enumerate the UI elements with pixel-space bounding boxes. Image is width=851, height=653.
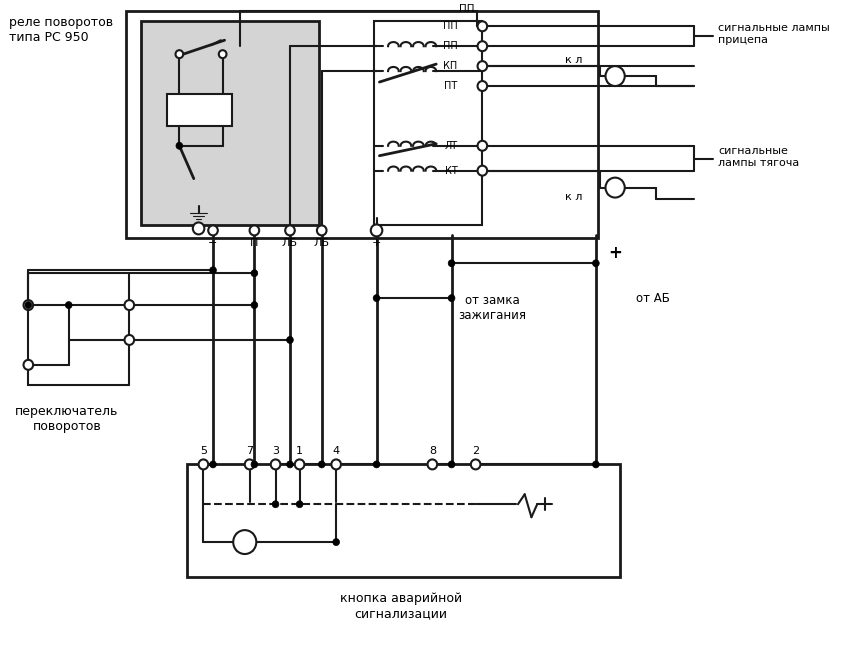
Circle shape: [24, 300, 33, 310]
Text: КП: КП: [443, 61, 457, 71]
Text: −: −: [193, 222, 204, 235]
Circle shape: [209, 267, 216, 274]
Text: сигнальные лампы
прицепа: сигнальные лампы прицепа: [718, 24, 830, 45]
Text: 4: 4: [333, 447, 340, 456]
Text: ПТ: ПТ: [444, 81, 457, 91]
Circle shape: [272, 501, 279, 508]
Text: от замка
зажигания: от замка зажигания: [458, 294, 526, 322]
Circle shape: [208, 225, 218, 235]
Bar: [187, 464, 620, 577]
Bar: [167, 94, 232, 126]
Text: переключатель
поворотов: переключатель поворотов: [15, 405, 118, 433]
Circle shape: [317, 225, 327, 235]
Text: +: +: [372, 238, 381, 248]
Text: к л: к л: [565, 191, 582, 202]
Text: КТ: КТ: [444, 166, 457, 176]
Circle shape: [448, 461, 455, 468]
Text: ПП: ПП: [460, 5, 475, 14]
Text: сигнальные
лампы тягоча: сигнальные лампы тягоча: [718, 146, 799, 168]
Circle shape: [371, 225, 382, 236]
Circle shape: [296, 501, 303, 508]
Circle shape: [374, 295, 380, 302]
Circle shape: [24, 360, 33, 370]
Circle shape: [124, 335, 134, 345]
Text: 7: 7: [246, 447, 253, 456]
Circle shape: [606, 66, 625, 86]
Circle shape: [374, 461, 380, 468]
Circle shape: [193, 223, 204, 234]
Circle shape: [66, 302, 72, 309]
Circle shape: [198, 460, 208, 470]
Circle shape: [287, 461, 294, 468]
Text: +: +: [371, 224, 382, 237]
Circle shape: [287, 336, 294, 343]
Circle shape: [477, 41, 487, 51]
Text: 5: 5: [200, 447, 207, 456]
Circle shape: [477, 61, 487, 71]
Text: 8: 8: [429, 447, 436, 456]
Circle shape: [318, 461, 325, 468]
Circle shape: [209, 461, 216, 468]
Circle shape: [245, 460, 254, 470]
Text: реле поворотов
типа РС 950: реле поворотов типа РС 950: [9, 16, 113, 44]
Circle shape: [331, 460, 341, 470]
Circle shape: [285, 225, 294, 235]
Circle shape: [471, 460, 481, 470]
Circle shape: [294, 460, 305, 470]
Bar: [141, 22, 319, 225]
Text: кнопка аварийной
сигнализации: кнопка аварийной сигнализации: [340, 592, 461, 620]
Circle shape: [427, 460, 437, 470]
Text: ЛБ: ЛБ: [314, 238, 329, 248]
Circle shape: [477, 22, 487, 31]
Circle shape: [176, 142, 183, 150]
Circle shape: [477, 81, 487, 91]
Circle shape: [477, 166, 487, 176]
Text: ПП: ПП: [443, 41, 457, 51]
Text: −: −: [208, 238, 218, 248]
Text: ЛБ: ЛБ: [282, 238, 298, 248]
Circle shape: [448, 295, 455, 302]
Circle shape: [592, 260, 599, 267]
Circle shape: [25, 302, 31, 309]
Text: от АБ: от АБ: [637, 292, 670, 304]
Text: +: +: [608, 244, 622, 263]
Circle shape: [251, 461, 258, 468]
Circle shape: [219, 50, 226, 58]
Circle shape: [372, 225, 381, 235]
Text: ЛТ: ЛТ: [444, 141, 457, 151]
Circle shape: [124, 300, 134, 310]
Text: к л: к л: [565, 55, 582, 65]
Circle shape: [249, 225, 260, 235]
Bar: [374, 22, 483, 225]
Circle shape: [592, 461, 599, 468]
Text: 2: 2: [472, 447, 479, 456]
Circle shape: [477, 141, 487, 151]
Circle shape: [233, 530, 256, 554]
Bar: [127, 11, 597, 238]
Text: 3: 3: [272, 447, 279, 456]
Text: ПП: ПП: [443, 22, 457, 31]
Circle shape: [251, 302, 258, 309]
Circle shape: [448, 260, 455, 267]
Circle shape: [175, 50, 183, 58]
Text: П: П: [250, 238, 259, 248]
Circle shape: [271, 460, 280, 470]
Circle shape: [251, 270, 258, 277]
Circle shape: [606, 178, 625, 198]
Bar: [28, 273, 129, 385]
Text: 1: 1: [296, 447, 303, 456]
Circle shape: [333, 539, 340, 545]
